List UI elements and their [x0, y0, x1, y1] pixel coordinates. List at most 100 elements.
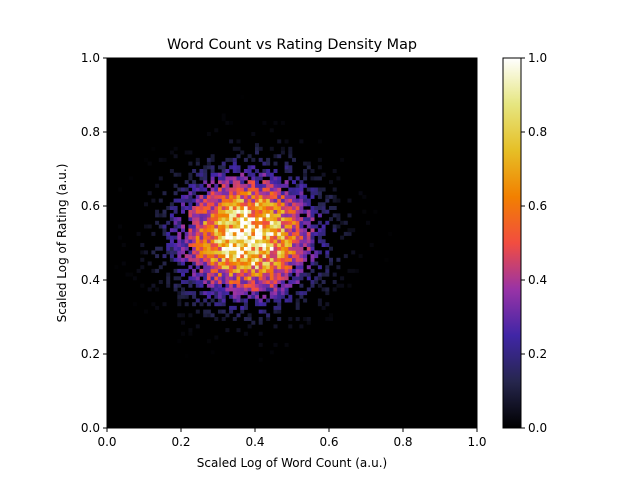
heatmap-cell — [325, 254, 330, 259]
heatmap-cell — [184, 239, 189, 244]
heatmap-cell — [277, 191, 282, 196]
heatmap-cell — [273, 276, 278, 281]
heatmap-cell — [203, 228, 208, 233]
heatmap-cell — [221, 191, 226, 196]
heatmap-cell — [240, 272, 245, 277]
heatmap-cell — [266, 272, 271, 277]
heatmap-cell — [258, 224, 263, 229]
heatmap-cell — [288, 206, 293, 210]
heatmap-cell — [214, 213, 219, 218]
heatmap-cell — [321, 206, 326, 210]
heatmap-cell — [284, 220, 289, 225]
heatmap-cell — [229, 220, 234, 225]
heatmap-cell — [262, 283, 267, 288]
heatmap-cell — [203, 176, 208, 181]
heatmap-cell — [173, 146, 178, 151]
heatmap-cell — [262, 206, 267, 210]
heatmap-cell — [255, 272, 259, 277]
heatmap-cell — [340, 157, 345, 162]
heatmap-cell — [184, 187, 189, 192]
heatmap-cell — [303, 220, 308, 225]
heatmap-cell — [221, 183, 226, 188]
heatmap-cell — [258, 194, 263, 199]
heatmap-cell — [232, 220, 237, 225]
heatmap-cell — [347, 213, 352, 218]
heatmap-cell — [177, 313, 182, 318]
heatmap-cell — [255, 294, 259, 299]
heatmap-cell — [166, 243, 171, 247]
heatmap-cell — [266, 235, 271, 240]
heatmap-cell — [195, 198, 200, 203]
heatmap-cell — [299, 217, 304, 222]
heatmap-cell — [155, 246, 160, 251]
heatmap-cell — [236, 180, 241, 185]
heatmap-cell — [166, 220, 171, 225]
heatmap-cell — [177, 283, 182, 288]
y-axis: 0.00.20.40.60.81.0 — [81, 51, 107, 435]
heatmap-cell — [303, 250, 308, 255]
heatmap-cell — [321, 272, 326, 277]
heatmap-cell — [195, 265, 200, 270]
heatmap-cell — [251, 272, 256, 277]
heatmap-cell — [192, 272, 197, 277]
heatmap-cell — [177, 235, 182, 240]
heatmap-cell — [162, 213, 167, 218]
heatmap-cell — [236, 146, 241, 151]
heatmap-cell — [269, 250, 274, 255]
heatmap-cell — [218, 291, 222, 296]
heatmap-cell — [188, 239, 193, 244]
heatmap-cell — [247, 261, 252, 266]
heatmap-cell — [203, 291, 208, 296]
heatmap-cell — [310, 176, 315, 181]
heatmap-cell — [236, 235, 241, 240]
heatmap-cell — [299, 272, 304, 277]
heatmap-cell — [243, 198, 248, 203]
heatmap-cell — [288, 294, 293, 299]
heatmap-cell — [292, 257, 296, 262]
heatmap-cell — [321, 224, 326, 229]
heatmap-cell — [247, 198, 252, 203]
heatmap-cell — [214, 231, 219, 236]
heatmap-cell — [140, 243, 145, 247]
heatmap-cell — [255, 228, 259, 233]
heatmap-cell — [195, 224, 200, 229]
heatmap-cell — [240, 280, 245, 284]
heatmap-cell — [229, 206, 234, 210]
heatmap-cell — [199, 224, 204, 229]
heatmap-cell — [247, 165, 252, 170]
heatmap-cell — [292, 217, 296, 222]
heatmap-cell — [288, 154, 293, 159]
heatmap-cell — [181, 246, 185, 251]
heatmap-cell — [325, 302, 330, 307]
heatmap-cell — [266, 298, 271, 303]
heatmap-cell — [221, 206, 226, 210]
heatmap-cell — [266, 254, 271, 259]
heatmap-cell — [218, 265, 222, 270]
heatmap-cell — [210, 157, 215, 162]
heatmap-cell — [221, 302, 226, 307]
heatmap-cell — [203, 217, 208, 222]
heatmap-cell — [255, 265, 259, 270]
heatmap-cell — [225, 243, 230, 247]
heatmap-cell — [203, 257, 208, 262]
heatmap-cell — [310, 254, 315, 259]
heatmap-cell — [240, 194, 245, 199]
heatmap-cell — [210, 283, 215, 288]
heatmap-cell — [292, 202, 296, 207]
heatmap-cell — [218, 228, 222, 233]
heatmap-cell — [195, 206, 200, 210]
heatmap-cell — [255, 198, 259, 203]
heatmap-cell — [277, 257, 282, 262]
heatmap-cell — [192, 183, 197, 188]
heatmap-cell — [273, 187, 278, 192]
heatmap-cell — [214, 276, 219, 281]
heatmap-cell — [262, 257, 267, 262]
heatmap-cell — [266, 313, 271, 318]
heatmap-cell — [295, 246, 300, 251]
heatmap-cell — [158, 157, 163, 162]
heatmap-cell — [306, 243, 311, 247]
heatmap-cell — [214, 261, 219, 266]
heatmap-cell — [277, 220, 282, 225]
heatmap-cell — [306, 220, 311, 225]
heatmap-cell — [273, 257, 278, 262]
